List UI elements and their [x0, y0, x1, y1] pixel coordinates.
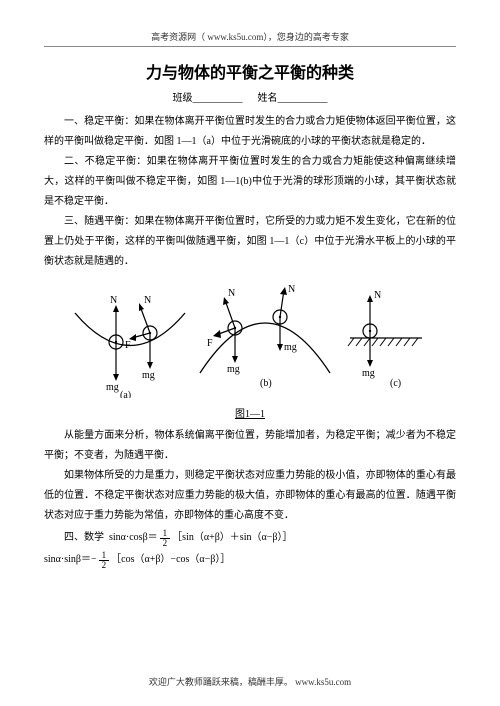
para-2: 二、不稳定平衡：如果在物体离开平衡位置时发生的合力或合力矩能使这种偏离继续增大，… — [44, 152, 456, 212]
para-4: 从能量方面来分析，物体系统偏离平衡位置，势能增加者，为稳定平衡；减少者为不稳定平… — [44, 426, 456, 466]
label-Nb1: N — [228, 288, 235, 299]
label-mg: mg — [106, 382, 119, 393]
fraction-2: 1 2 — [99, 551, 110, 570]
label-mgc: mg — [362, 368, 375, 379]
name-label: 姓名__________ — [258, 89, 328, 104]
frac-den-2: 2 — [99, 561, 110, 570]
para-1: 一、稳定平衡：如果在物体离开平衡位置时发生的合力或合力矩使物体返回平衡位置，这样… — [44, 112, 456, 152]
figure-caption: 图1—1 — [44, 405, 456, 420]
page-title: 力与物体的平衡之平衡的种类 — [44, 59, 456, 83]
class-label: 班级__________ — [173, 89, 243, 104]
para-5: 如果物体所受的力是重力，则稳定平衡状态对应重力势能的极小值，亦即物体的重心有最低… — [44, 466, 456, 526]
para-3: 三、随遇平衡：如果在物体离开平衡位置时，它所受的力或力矩不发生变化，它在新的位置… — [44, 212, 456, 272]
label-mgb1: mg — [227, 364, 240, 375]
page-header: 高考资源网（ www.ks5u.com），您身边的高考专家 — [44, 30, 456, 47]
figure-1-1: N mg N mg F (a) — [44, 278, 456, 403]
math-1a: sinα·cosβ＝ — [109, 528, 158, 548]
label-Fb: F — [207, 338, 213, 349]
math-2a: sinα·sinβ＝− — [44, 550, 97, 570]
label-mgb2: mg — [284, 342, 297, 353]
fraction-1: 1 2 — [160, 529, 171, 548]
math-2b: ［cos（α+β）−cos（α−β）］ — [111, 550, 230, 570]
class-name-line: 班级__________ 姓名__________ — [44, 89, 456, 104]
math-label: 四、数学 — [64, 528, 104, 548]
frac-den: 2 — [160, 539, 171, 548]
label-b: (b) — [260, 378, 272, 389]
frac-num: 1 — [160, 529, 171, 539]
label-N2: N — [144, 295, 151, 306]
page-footer: 欢迎广大教师踊跃来稿，稿酬丰厚。 www.ks5u.com — [0, 675, 500, 688]
label-F: F — [125, 340, 131, 351]
frac-num-2: 1 — [99, 551, 110, 561]
label-N: N — [110, 295, 117, 306]
math-1b: ［sin（α+β）＋sin（α−β）］ — [172, 528, 292, 548]
label-Nc: N — [374, 290, 381, 301]
label-a: (a) — [120, 390, 131, 398]
math-line-2: sinα·sinβ＝− 1 2 ［cos（α+β）−cos（α−β）］ — [44, 550, 456, 570]
label-mg2: mg — [142, 370, 155, 381]
label-Nb2: N — [288, 284, 295, 295]
label-c: (c) — [390, 378, 401, 389]
math-line-1: 四、数学 sinα·cosβ＝ 1 2 ［sin（α+β）＋sin（α−β）］ — [44, 528, 456, 548]
